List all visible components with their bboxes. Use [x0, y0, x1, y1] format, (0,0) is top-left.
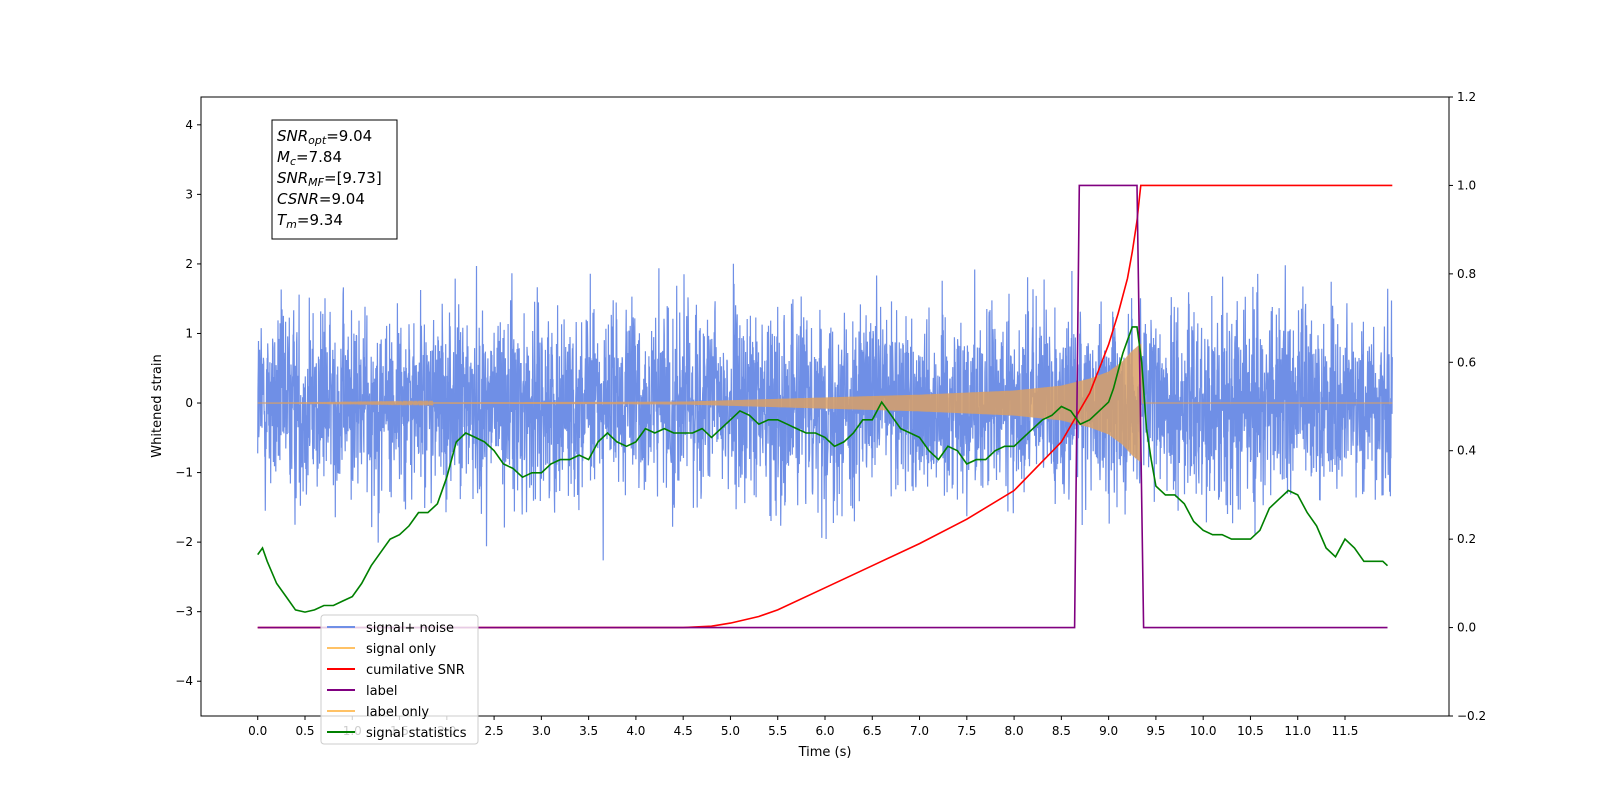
- x-tick-label: 9.5: [1146, 724, 1165, 738]
- y-right-tick-label: 0.0: [1457, 621, 1476, 635]
- x-tick-label: 11.0: [1284, 724, 1311, 738]
- y-tick-label: −2: [175, 535, 193, 549]
- legend-label: cumilative SNR: [366, 663, 465, 678]
- legend-label: signal only: [366, 642, 436, 657]
- x-tick-label: 3.0: [532, 724, 551, 738]
- series-line-signal-statistics: [257, 326, 1389, 613]
- y-right-tick-label: 1.0: [1457, 178, 1476, 192]
- x-tick-label: 9.0: [1099, 724, 1118, 738]
- annotation-line: Mc=7.84: [277, 148, 342, 168]
- y-tick-label: 1: [185, 326, 193, 340]
- y-tick-label: 3: [185, 187, 193, 201]
- legend-label: signal statistics: [366, 726, 467, 741]
- x-tick-label: 7.0: [910, 724, 929, 738]
- x-tick-label: 5.0: [721, 724, 740, 738]
- x-tick-label: 6.5: [863, 724, 882, 738]
- y-tick-label: 4: [185, 118, 193, 132]
- x-axis-label: Time (s): [798, 745, 852, 760]
- x-tick-label: 10.0: [1190, 724, 1217, 738]
- x-tick-label: 5.5: [768, 724, 787, 738]
- annotation-line: SNRopt=9.04: [277, 127, 372, 147]
- y-tick-label: 2: [185, 257, 193, 271]
- x-tick-label: 0.5: [295, 724, 314, 738]
- series-line-signal-only: [257, 343, 1393, 462]
- annotation-frame: [271, 119, 398, 240]
- series-line-label: [257, 184, 1388, 629]
- x-tick-label: 8.5: [1052, 724, 1071, 738]
- x-tick-label: 4.5: [674, 724, 693, 738]
- x-tick-label: 2.5: [485, 724, 504, 738]
- y-tick-label: 0: [185, 396, 193, 410]
- y-right-tick-label: 1.2: [1457, 90, 1476, 104]
- y-tick-label: −3: [175, 605, 193, 619]
- legend-frame: [320, 614, 479, 745]
- annotation-line: CSNR=9.04: [277, 190, 365, 208]
- annotation-line: SNRMF=[9.73]: [277, 169, 382, 189]
- x-tick-label: 0.0: [248, 724, 267, 738]
- annotation-line: Tm=9.34: [277, 211, 343, 231]
- legend: signal+ noise signal only cumilative SNR la…: [320, 614, 479, 745]
- y-right-tick-label: −0.2: [1457, 709, 1486, 723]
- x-tick-label: 4.0: [626, 724, 645, 738]
- y-axis-label: Whitened strain: [150, 354, 165, 457]
- x-tick-label: 3.5: [579, 724, 598, 738]
- y-right-tick-label: 0.4: [1457, 444, 1476, 458]
- x-tick-label: 11.5: [1332, 724, 1359, 738]
- legend-label: signal+ noise: [366, 621, 454, 636]
- x-tick-label: 8.0: [1005, 724, 1024, 738]
- y-right-tick-label: 0.6: [1457, 355, 1476, 369]
- legend-label: label only: [366, 705, 429, 720]
- x-tick-label: 10.5: [1237, 724, 1264, 738]
- y-tick-label: −4: [175, 674, 193, 688]
- plot-area: [257, 184, 1393, 629]
- y-tick-label: −1: [175, 466, 193, 480]
- legend-label: label: [366, 684, 397, 699]
- series-line-signal-noise: [257, 263, 1393, 561]
- y-right-tick-label: 0.8: [1457, 267, 1476, 281]
- x-tick-label: 7.5: [957, 724, 976, 738]
- x-tick-label: 6.0: [815, 724, 834, 738]
- y-right-tick-label: 0.2: [1457, 532, 1476, 546]
- series-line-cumilative-snr: [257, 184, 1393, 629]
